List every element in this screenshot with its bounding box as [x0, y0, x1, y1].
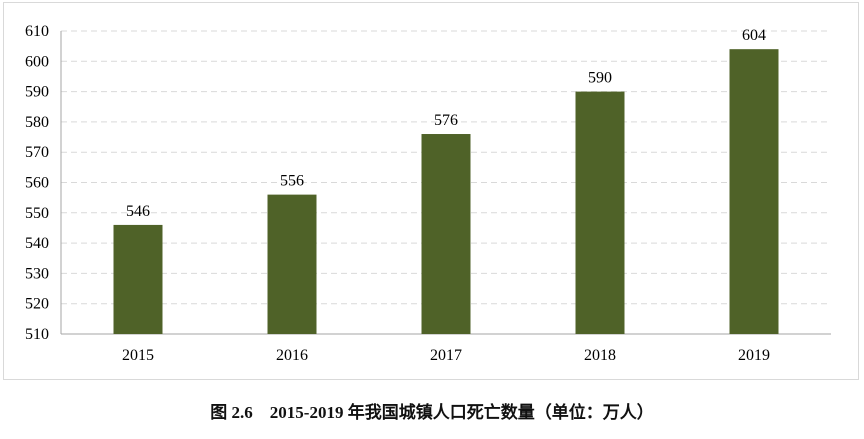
- y-tick-label: 540: [25, 235, 49, 252]
- data-label: 546: [126, 203, 150, 220]
- chart-frame: 510 520 530 540 550 560 570 580 590 600 610 546 2015…: [3, 2, 859, 380]
- y-tick-label: 550: [25, 205, 49, 222]
- data-label: 576: [434, 112, 458, 129]
- y-tick-label: 590: [25, 84, 49, 101]
- data-label: 590: [588, 70, 612, 87]
- y-tick-label: 570: [25, 144, 49, 161]
- y-tick-label: 610: [25, 23, 49, 40]
- bar: [267, 194, 317, 334]
- bar: [421, 134, 471, 334]
- x-tick-label: 2015: [122, 347, 154, 364]
- bar: [575, 91, 625, 334]
- y-tick-label: 510: [25, 326, 49, 343]
- bar: [113, 224, 163, 334]
- figure-caption: 图 2.6 2015-2019 年我国城镇人口死亡数量（单位：万人）: [210, 403, 654, 422]
- x-tick-label: 2016: [276, 347, 308, 364]
- y-tick-label: 560: [25, 175, 49, 192]
- bar-chart: 510 520 530 540 550 560 570 580 590 600 610 546 2015…: [25, 23, 831, 364]
- y-tick-label: 520: [25, 296, 49, 313]
- x-tick-label: 2019: [738, 347, 770, 364]
- bar: [729, 49, 779, 335]
- data-label: 556: [280, 173, 304, 190]
- y-tick-label: 530: [25, 265, 49, 282]
- x-tick-label: 2018: [584, 347, 616, 364]
- y-tick-label: 580: [25, 114, 49, 131]
- y-tick-label: 600: [25, 53, 49, 70]
- data-label: 604: [742, 27, 766, 44]
- x-tick-label: 2017: [430, 347, 462, 364]
